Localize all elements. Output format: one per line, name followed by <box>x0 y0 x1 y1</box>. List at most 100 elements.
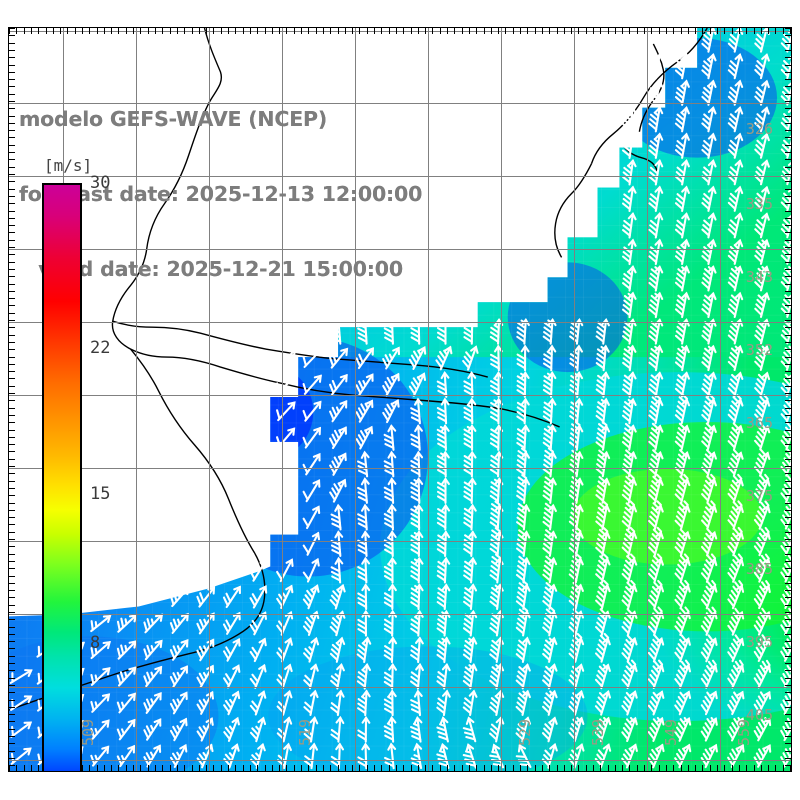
tick-mark <box>785 495 791 496</box>
wind-barb <box>90 667 111 686</box>
wind-barb <box>463 583 478 611</box>
tick-mark <box>9 546 15 547</box>
wind-barb <box>621 211 637 239</box>
wind-barb <box>542 502 557 531</box>
wind-barb <box>355 347 374 370</box>
right-axis-label-375: 375 <box>745 487 773 505</box>
wind-barb <box>727 743 745 768</box>
tick-mark <box>746 765 747 771</box>
wind-barb <box>143 639 163 661</box>
tick-mark <box>629 765 630 771</box>
tick-mark <box>785 364 791 365</box>
wind-barb <box>489 317 504 345</box>
wind-barb <box>621 634 638 663</box>
tick-mark <box>213 765 214 771</box>
tick-mark <box>330 765 331 771</box>
tick-mark <box>785 43 791 44</box>
wind-barb <box>622 371 637 398</box>
tick-mark <box>785 320 791 321</box>
tick-mark <box>491 765 492 771</box>
wind-barb <box>222 611 241 635</box>
wind-barb <box>542 371 557 398</box>
wind-barb <box>330 689 345 717</box>
tick-mark <box>785 247 791 248</box>
wind-barb <box>489 636 505 663</box>
wind-barb <box>621 158 637 186</box>
wind-barb <box>753 690 772 715</box>
tick-mark <box>783 28 784 34</box>
wind-barb <box>116 614 138 633</box>
tick-mark <box>126 765 127 771</box>
tick-mark <box>9 663 15 664</box>
tick-mark <box>785 481 791 482</box>
tick-mark <box>9 291 15 292</box>
wind-barb <box>515 663 531 690</box>
tick-mark <box>724 765 725 771</box>
wind-barb <box>436 477 450 504</box>
wind-barb <box>621 105 637 133</box>
tick-mark <box>9 101 15 102</box>
tick-mark <box>9 583 15 584</box>
wind-barb <box>674 500 691 531</box>
wind-barb <box>355 373 374 396</box>
tick-mark <box>785 386 791 387</box>
tick-mark <box>9 349 15 350</box>
tick-mark <box>785 262 791 263</box>
wind-barb <box>727 344 744 372</box>
tick-mark <box>785 721 791 722</box>
tick-mark <box>785 393 791 394</box>
tick-mark <box>785 327 791 328</box>
tick-mark <box>374 28 375 34</box>
wind-barb <box>648 449 664 478</box>
tick-mark <box>593 28 594 34</box>
tick-mark <box>785 605 791 606</box>
tick-mark <box>9 181 15 182</box>
wind-barb <box>727 634 745 663</box>
tick-mark <box>104 28 105 34</box>
tick-mark <box>785 568 791 569</box>
wind-barb <box>355 425 374 450</box>
wind-barb <box>410 583 424 611</box>
wind-barb <box>647 634 665 663</box>
tick-mark <box>9 561 15 562</box>
wind-barb <box>515 580 531 610</box>
wind-barb <box>595 579 611 610</box>
wind-barb <box>727 185 744 212</box>
tick-mark <box>629 28 630 34</box>
wind-barb <box>727 371 744 398</box>
wind-barb <box>621 238 637 266</box>
wind-barb <box>674 528 691 557</box>
wind-barb <box>462 743 477 769</box>
tick-mark <box>9 743 15 744</box>
tick-mark <box>535 765 536 771</box>
wind-barb <box>621 690 638 716</box>
colorbar-tick-15: 15 <box>90 483 111 504</box>
tick-mark <box>9 298 15 299</box>
right-axis-label-405: 405 <box>745 706 773 724</box>
tick-mark <box>294 28 295 34</box>
tick-mark <box>785 473 791 474</box>
tick-mark <box>564 765 565 771</box>
tick-mark <box>476 765 477 771</box>
tick-mark <box>9 422 15 423</box>
tick-mark <box>9 232 15 233</box>
wind-barb <box>674 716 692 742</box>
wind-barb <box>648 394 664 425</box>
wind-barb <box>674 634 691 663</box>
tick-mark <box>9 685 15 686</box>
wind-barb <box>196 586 216 608</box>
wind-barb <box>727 716 745 742</box>
wind-barb <box>648 212 664 239</box>
wind-barb <box>383 583 397 611</box>
wind-barb <box>463 556 477 584</box>
tick-mark <box>228 765 229 771</box>
tick-mark <box>775 765 776 771</box>
wind-barb <box>463 477 477 504</box>
tick-mark <box>279 28 280 34</box>
tick-mark <box>9 211 15 212</box>
tick-mark <box>785 50 791 51</box>
tick-mark <box>118 28 119 34</box>
wind-barb <box>595 553 611 584</box>
tick-mark <box>9 576 15 577</box>
tick-mark <box>9 50 15 51</box>
